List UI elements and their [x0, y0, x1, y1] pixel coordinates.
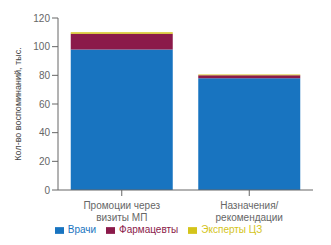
- html-text:Фармацевты: Фармацевты: [119, 224, 179, 235]
- html-text:Эксперты ЦЗ: Эксперты ЦЗ: [201, 224, 263, 235]
- html-text:Врачи: Врачи: [67, 224, 97, 235]
- svg-text:Промоции черезвизиты МП: Промоции черезвизиты МП: [83, 200, 160, 223]
- svg-text:0: 0: [44, 185, 50, 196]
- svg-text:40: 40: [39, 127, 51, 138]
- svg-text:Кол-во воспоминаний, тыс.: Кол-во воспоминаний, тыс.: [13, 47, 23, 160]
- svg-text:60: 60: [39, 99, 51, 110]
- svg-text:20: 20: [39, 156, 51, 167]
- svg-text:80: 80: [39, 70, 51, 81]
- svg-text:120: 120: [33, 13, 50, 24]
- svg-text:Назначения/рекомендации: Назначения/рекомендации: [216, 200, 283, 223]
- svg-text:100: 100: [33, 41, 50, 52]
